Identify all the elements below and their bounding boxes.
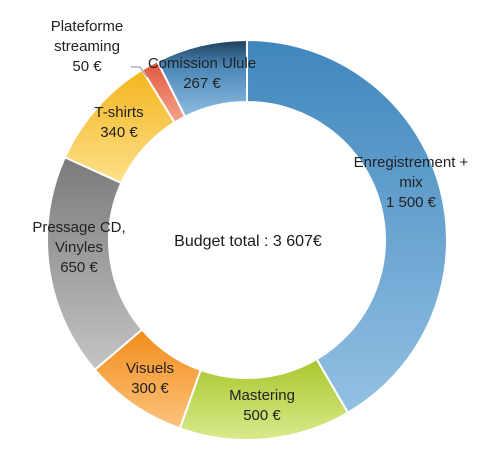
slice-name-label: Visuels: [126, 360, 174, 377]
leader-line-streaming: [131, 66, 148, 78]
slice-value-label: 267 €: [183, 75, 221, 92]
slice-comission-ulule: [155, 38, 248, 119]
slice-value-label: 340 €: [100, 124, 138, 141]
slice-name-label: Mastering: [229, 387, 295, 404]
slice-label-plateforme-streaming: Plateforme streaming 50 €: [51, 18, 124, 75]
label-group: Enregistrement + mix 1 500 € Mastering 500 €…: [32, 18, 468, 424]
slice-label-visuels: Visuels 300 €: [126, 360, 174, 397]
slice-name-label: Vinyles: [55, 239, 103, 256]
slice-label-mastering: Mastering 500 €: [229, 387, 295, 424]
center-total-label: Budget total : 3 607€: [174, 233, 322, 250]
slice-label-t-shirts: T-shirts 340 €: [94, 104, 143, 141]
slice-name-label: Plateforme: [51, 18, 124, 35]
slice-name-label: T-shirts: [94, 104, 143, 121]
slice-group: [46, 38, 448, 441]
slice-label-comission-ulule: Comission Ulule 267 €: [148, 55, 256, 92]
slice-name-label: mix: [399, 174, 423, 191]
slice-name-label: Comission Ulule: [148, 55, 256, 72]
slice-value-label: 300 €: [131, 380, 169, 397]
slice-name-label: Pressage CD,: [32, 219, 125, 236]
slice-label-enregistrement-mix: Enregistrement + mix 1 500 €: [354, 154, 469, 211]
slice-name-label: streaming: [54, 38, 120, 55]
slice-label-pressage-cd-vinyles: Pressage CD, Vinyles 650 €: [32, 219, 125, 276]
slice-value-label: 50 €: [72, 58, 102, 75]
slice-value-label: 650 €: [60, 259, 98, 276]
slice-name-label: Enregistrement +: [354, 154, 469, 171]
slice-enregistrement-mix: [246, 38, 448, 415]
slice-value-label: 500 €: [243, 407, 281, 424]
slice-value-label: 1 500 €: [386, 194, 437, 211]
